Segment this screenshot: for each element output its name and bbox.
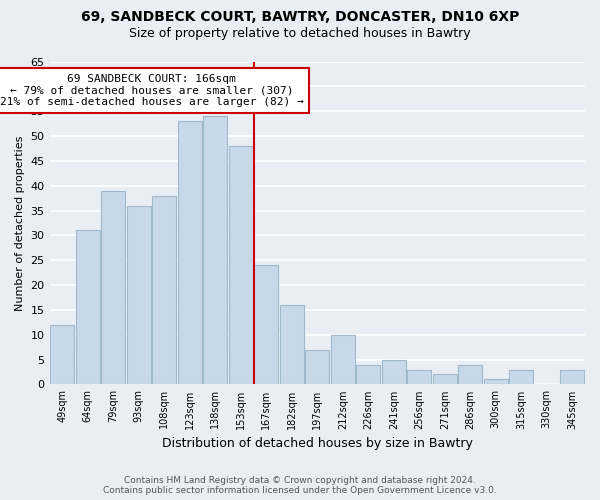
- Text: Size of property relative to detached houses in Bawtry: Size of property relative to detached ho…: [129, 28, 471, 40]
- Bar: [280, 305, 304, 384]
- Bar: [178, 121, 202, 384]
- Bar: [305, 350, 329, 384]
- Bar: [127, 206, 151, 384]
- Bar: [382, 360, 406, 384]
- Bar: [484, 380, 508, 384]
- Bar: [254, 265, 278, 384]
- Text: 69, SANDBECK COURT, BAWTRY, DONCASTER, DN10 6XP: 69, SANDBECK COURT, BAWTRY, DONCASTER, D…: [81, 10, 519, 24]
- Bar: [50, 325, 74, 384]
- Y-axis label: Number of detached properties: Number of detached properties: [15, 136, 25, 310]
- Bar: [433, 374, 457, 384]
- Bar: [560, 370, 584, 384]
- Bar: [509, 370, 533, 384]
- Bar: [331, 334, 355, 384]
- Bar: [229, 146, 253, 384]
- Bar: [407, 370, 431, 384]
- Bar: [203, 116, 227, 384]
- Bar: [76, 230, 100, 384]
- X-axis label: Distribution of detached houses by size in Bawtry: Distribution of detached houses by size …: [162, 437, 473, 450]
- Bar: [458, 364, 482, 384]
- Bar: [152, 196, 176, 384]
- Bar: [101, 190, 125, 384]
- Text: Contains HM Land Registry data © Crown copyright and database right 2024.
Contai: Contains HM Land Registry data © Crown c…: [103, 476, 497, 495]
- Text: 69 SANDBECK COURT: 166sqm
← 79% of detached houses are smaller (307)
21% of semi: 69 SANDBECK COURT: 166sqm ← 79% of detac…: [0, 74, 304, 107]
- Bar: [356, 364, 380, 384]
